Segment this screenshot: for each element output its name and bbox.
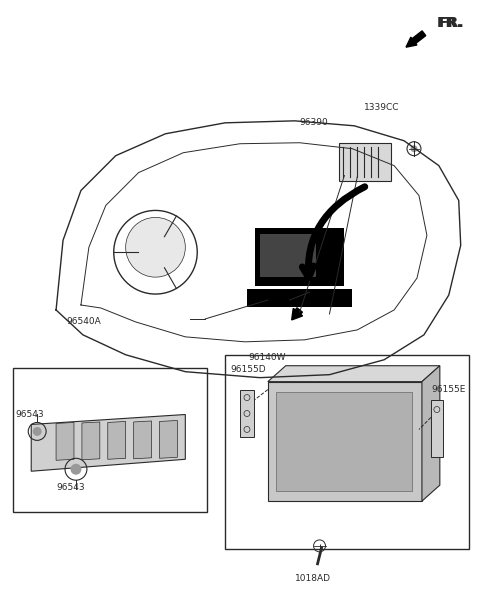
Text: 96140W: 96140W [248,353,286,362]
Bar [431,399,443,457]
Circle shape [71,464,82,475]
Bar [225,354,468,549]
Circle shape [33,427,42,436]
FancyArrow shape [406,31,426,47]
Text: FR.: FR. [439,16,465,30]
FancyArrow shape [292,308,302,320]
Text: 96155E: 96155E [431,385,465,394]
Bar [247,289,352,307]
Polygon shape [82,422,100,460]
Polygon shape [56,423,74,460]
Bar [268,382,422,501]
Circle shape [410,145,418,152]
Polygon shape [422,366,440,501]
Bar [339,143,391,181]
Text: 96155D: 96155D [230,365,266,374]
Text: 96543: 96543 [15,410,44,419]
Text: 1018AD: 1018AD [295,574,331,583]
Bar [240,390,254,437]
Text: 96390: 96390 [300,119,328,127]
Polygon shape [133,421,152,459]
Text: FR.: FR. [437,16,463,30]
Circle shape [126,218,185,277]
Bar [260,234,314,276]
Bar [13,368,207,512]
Polygon shape [31,415,185,471]
Text: 1339CC: 1339CC [364,103,400,112]
Polygon shape [159,421,178,458]
Text: 96543: 96543 [56,483,84,492]
Bar [255,229,344,286]
Text: 96540A: 96540A [66,317,101,326]
Polygon shape [108,421,126,459]
Polygon shape [268,366,440,382]
Bar [276,392,412,491]
